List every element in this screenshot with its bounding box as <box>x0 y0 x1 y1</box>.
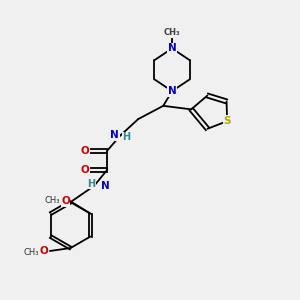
Text: O: O <box>81 165 90 175</box>
Text: N: N <box>100 181 109 191</box>
Text: O: O <box>40 246 49 256</box>
Text: N: N <box>110 130 119 140</box>
Text: S: S <box>224 116 231 126</box>
Text: O: O <box>61 196 70 206</box>
Text: H: H <box>87 179 95 190</box>
Text: N: N <box>168 44 176 53</box>
Text: N: N <box>168 86 176 96</box>
Text: CH₃: CH₃ <box>45 196 60 205</box>
Text: CH₃: CH₃ <box>164 28 180 37</box>
Text: CH₃: CH₃ <box>23 248 39 257</box>
Text: O: O <box>81 146 90 156</box>
Text: H: H <box>122 132 130 142</box>
